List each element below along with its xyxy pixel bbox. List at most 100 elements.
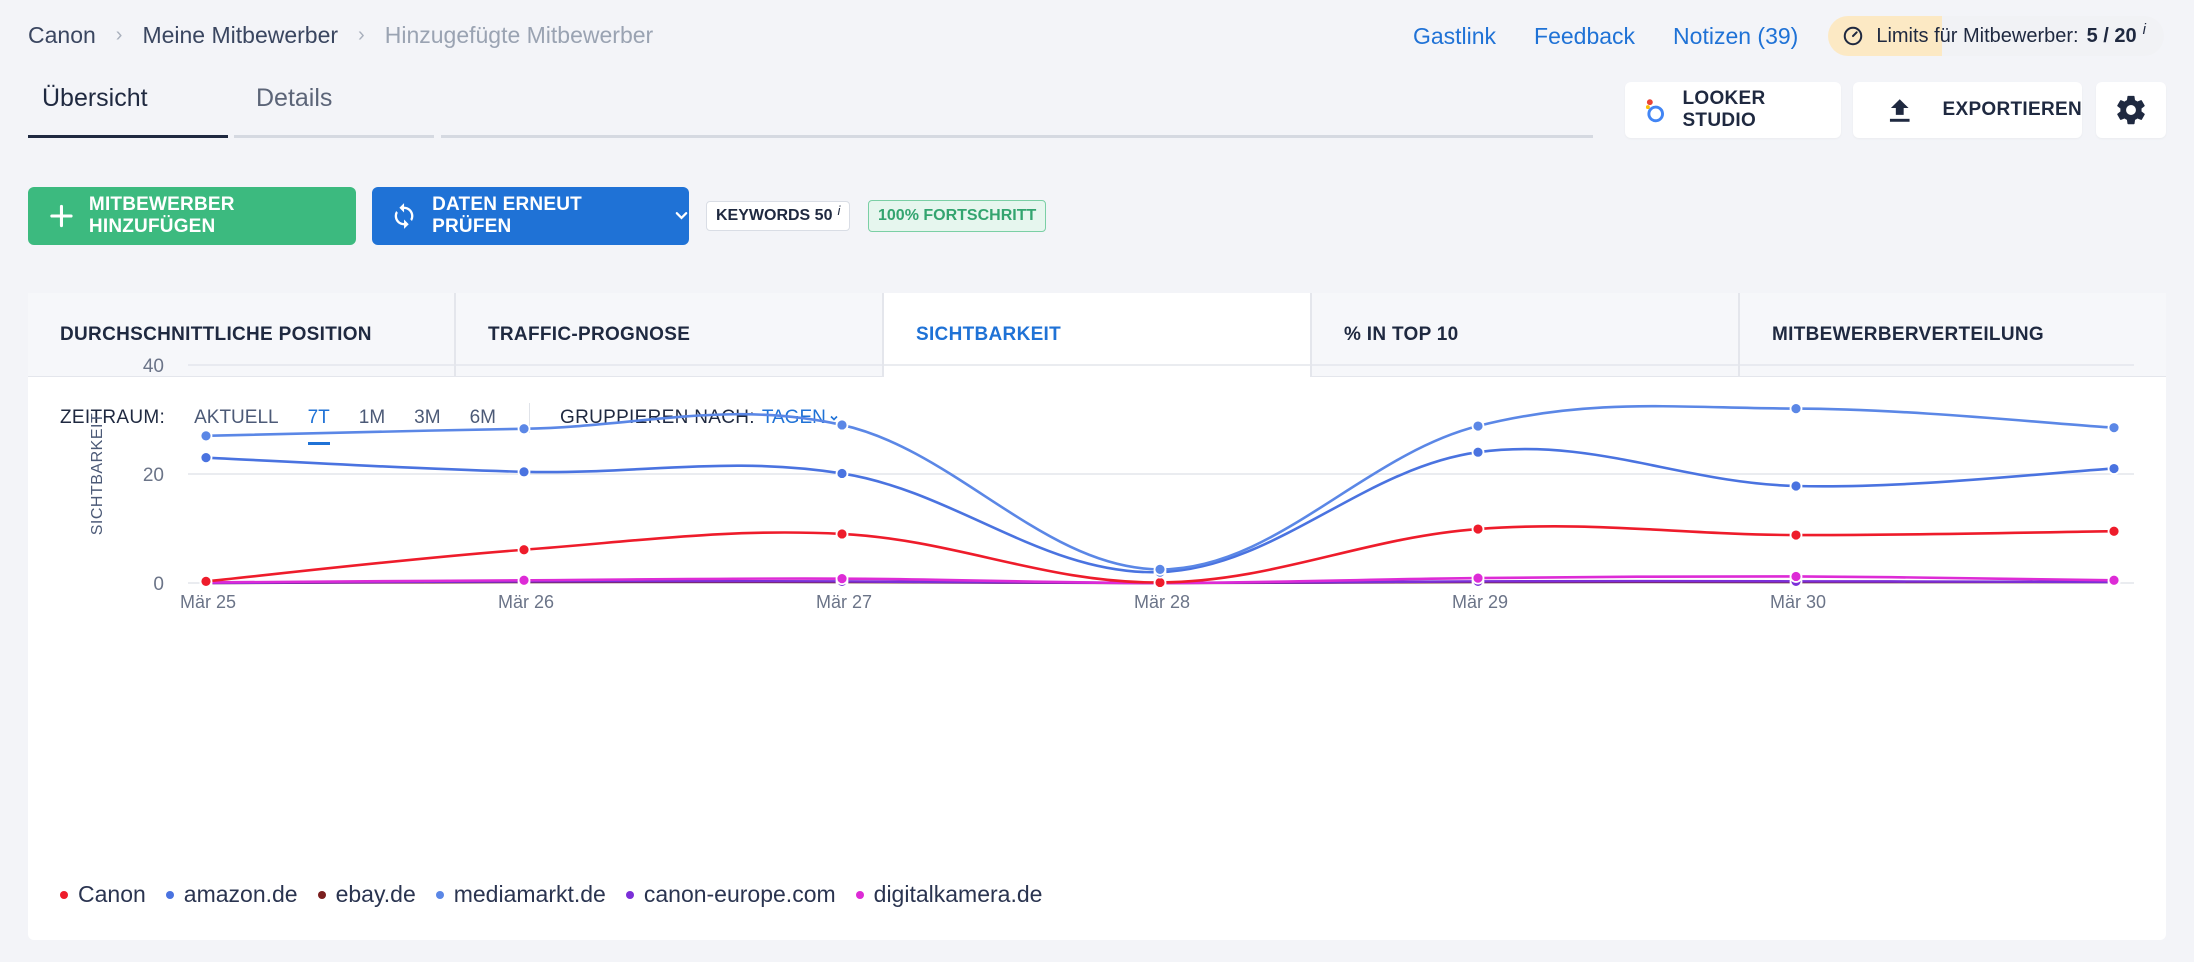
legend-dot-icon (60, 890, 68, 899)
y-tick-label: 40 (143, 356, 164, 377)
legend-dot-icon (625, 890, 634, 899)
legend-item[interactable]: amazon.de (165, 881, 298, 908)
info-icon[interactable]: i (837, 202, 841, 218)
data-point (1789, 570, 1803, 583)
data-point (1789, 528, 1803, 542)
data-point (199, 429, 213, 443)
tab-active-indicator (28, 135, 228, 138)
legend-item[interactable]: ebay.de (317, 881, 416, 908)
data-point (2107, 524, 2121, 538)
tab-visibility[interactable]: SICHTBARKEIT (884, 293, 1312, 377)
data-point (2107, 573, 2121, 587)
period-label: ZEITRAUM: (60, 407, 166, 428)
tab-average-position[interactable]: DURCHSCHNITTLICHE POSITION (28, 293, 456, 377)
view-tabs: Übersicht Details (28, 84, 442, 138)
tab-details[interactable]: Details (256, 84, 333, 112)
legend-label: Canon (78, 881, 146, 907)
period-6m[interactable]: 6M (469, 407, 496, 428)
progress-badge: 100% FORTSCHRITT (868, 200, 1047, 232)
data-point (835, 572, 849, 586)
period-3m[interactable]: 3M (414, 407, 441, 428)
legend-item[interactable]: mediamarkt.de (435, 881, 606, 908)
looker-studio-label: LOOKER STUDIO (1682, 88, 1766, 131)
limits-badge[interactable]: Limits für Mitbewerber: 5 / 20 i (1828, 16, 2164, 56)
data-point (1153, 576, 1167, 589)
tab-divider (234, 135, 434, 138)
filter-divider (528, 403, 530, 433)
tab-overview[interactable]: Übersicht (42, 84, 148, 112)
chevron-right-icon: › (358, 24, 365, 46)
legend-label: ebay.de (335, 881, 416, 907)
feedback-link[interactable]: Feedback (1534, 22, 1636, 49)
breadcrumb-item-competitors[interactable]: Meine Mitbewerber (142, 22, 339, 48)
data-point (2107, 462, 2121, 475)
x-tick-label: Mär 28 (1134, 592, 1190, 612)
x-tick-label: Mär 30 (1770, 592, 1826, 612)
data-point (199, 451, 213, 465)
add-competitor-label: MITBEWERBER HINZUFÜGEN (88, 194, 235, 237)
x-tick-label: Mär 26 (498, 592, 554, 612)
x-tick-label: Mär 29 (1452, 592, 1508, 612)
chevron-down-icon[interactable] (674, 208, 689, 224)
legend-item[interactable]: Canon (60, 881, 146, 908)
breadcrumb-item-current: Hinzugefügte Mitbewerber (384, 22, 654, 48)
export-label: EXPORTIEREN (1942, 99, 2082, 120)
data-point (2107, 421, 2121, 435)
y-tick-label: 20 (143, 465, 164, 486)
legend-dot-icon (317, 890, 326, 899)
keywords-badge: KEYWORDS 50 i (706, 201, 851, 231)
data-point (1471, 571, 1485, 585)
looker-studio-icon (1645, 99, 1665, 123)
visibility-card: DURCHSCHNITTLICHE POSITION TRAFFIC-PROGN… (28, 293, 2166, 940)
period-current[interactable]: AKTUELL (194, 407, 279, 428)
export-button[interactable]: EXPORTIEREN (1853, 82, 2082, 138)
limits-value: 5 / 20 (2086, 24, 2137, 47)
breadcrumb-item-project[interactable]: Canon (28, 22, 96, 48)
series-line-amazon.de (205, 447, 2115, 574)
legend-dot-icon (435, 890, 444, 899)
legend-label: mediamarkt.de (453, 881, 606, 907)
looker-studio-button[interactable]: LOOKER STUDIO (1625, 82, 1841, 138)
tab-divider (441, 135, 1593, 138)
x-tick-label: Mär 25 (180, 592, 236, 612)
period-7d[interactable]: 7T (307, 407, 330, 445)
gauge-icon (1844, 26, 1863, 46)
notes-link[interactable]: Notizen (39) (1673, 22, 1799, 49)
chart-legend: Canon amazon.de ebay.de mediamarkt.de canon-… (60, 881, 1062, 908)
legend-dot-icon (855, 890, 864, 899)
data-point (199, 574, 213, 588)
tab-traffic-forecast[interactable]: TRAFFIC-PROGNOSE (456, 293, 884, 377)
keywords-count: KEYWORDS 50 (716, 207, 833, 224)
y-axis-label: SICHTBARKEIT (89, 413, 106, 535)
data-point (1471, 419, 1485, 433)
recheck-data-label: DATEN ERNEUT PRÜFEN (432, 194, 582, 237)
recheck-data-button[interactable]: DATEN ERNEUT PRÜFEN (372, 187, 689, 245)
data-point (1471, 522, 1485, 536)
y-tick-label: 0 (153, 574, 164, 595)
guest-link[interactable]: Gastlink (1412, 22, 1497, 49)
legend-item[interactable]: digitalkamera.de (855, 881, 1043, 908)
gear-icon (2117, 95, 2145, 125)
series-line-mediamarkt.de (205, 404, 2115, 571)
data-point (835, 467, 849, 480)
top-links: Gastlink Feedback Notizen (39) Limits fü… (1413, 16, 2164, 56)
data-point (1789, 479, 1803, 493)
legend-label: canon-europe.com (643, 881, 836, 907)
tab-competitor-distribution[interactable]: MITBEWERBERVERTEILUNG (1740, 293, 2166, 377)
refresh-icon (394, 203, 414, 229)
data-point (1789, 402, 1803, 415)
x-tick-label: Mär 27 (816, 592, 872, 612)
settings-button[interactable] (2096, 82, 2166, 138)
legend-label: digitalkamera.de (873, 881, 1043, 907)
chevron-down-icon[interactable] (829, 413, 839, 423)
legend-item[interactable]: canon-europe.com (625, 881, 836, 908)
tab-top10[interactable]: % IN TOP 10 (1312, 293, 1740, 377)
info-icon[interactable]: i (2142, 20, 2146, 38)
period-1m[interactable]: 1M (358, 407, 386, 428)
add-competitor-button[interactable]: MITBEWERBER HINZUFÜGEN (28, 187, 356, 245)
breadcrumb: Canon › Meine Mitbewerber › Hinzugefügte… (28, 22, 653, 49)
metric-tabs: DURCHSCHNITTLICHE POSITION TRAFFIC-PROGN… (28, 293, 2166, 377)
data-point (835, 527, 849, 541)
visibility-chart: 0 20 40 SICHTBARKEIT Mär 25 Mär 26 Mär 27 Mär 2… (89, 356, 2134, 612)
upload-icon (1889, 99, 1910, 122)
